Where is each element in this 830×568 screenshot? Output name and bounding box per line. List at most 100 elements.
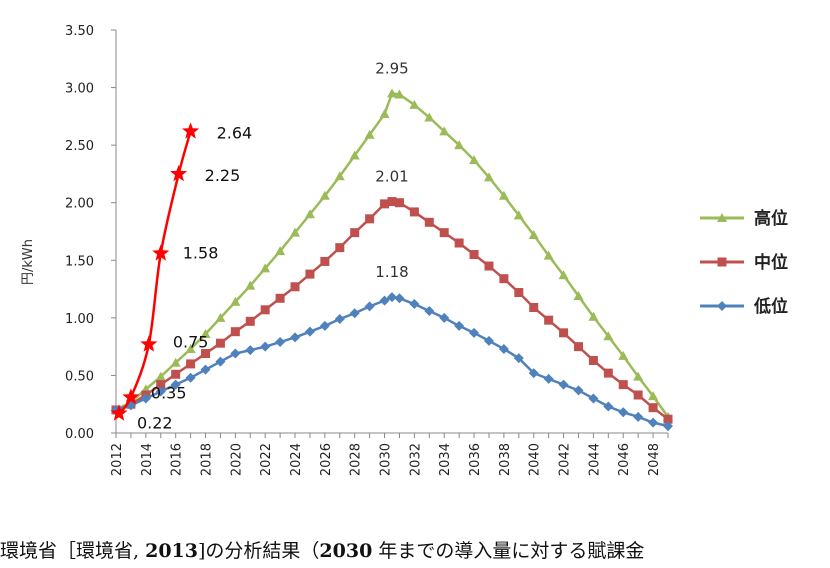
series-low-point <box>230 348 241 359</box>
series-high-point <box>648 391 659 401</box>
legend-high: 高位 <box>700 208 788 229</box>
caption-part3: 年までの導入量に対する賦課金 <box>372 540 645 562</box>
series-mid-point <box>603 368 613 378</box>
series-mid-point <box>290 282 300 292</box>
series-actual-label: 0.75 <box>173 332 209 351</box>
series-high-point <box>319 190 330 200</box>
series-high-point <box>394 89 405 99</box>
x-tick-label: 2028 <box>349 443 364 476</box>
series-low-point <box>424 305 435 316</box>
series-low-point <box>633 411 644 422</box>
y-tick-label: 3.50 <box>65 24 94 39</box>
x-tick-label: 2014 <box>140 443 155 476</box>
series-low-point <box>469 327 480 338</box>
series-mid-point <box>663 414 673 424</box>
series-low-point <box>185 372 196 383</box>
caption-year2: 2030 <box>319 540 373 562</box>
series-high-point <box>275 246 286 256</box>
legend-low: 低位 <box>700 296 788 317</box>
series-high-point <box>260 263 271 273</box>
series-low-point <box>409 299 420 310</box>
series-high-point <box>633 371 644 381</box>
x-tick-label: 2044 <box>587 443 602 476</box>
series-low-point <box>155 386 166 397</box>
series-high-point <box>424 112 435 122</box>
series-high-point <box>304 209 315 219</box>
series-actual-label: 2.64 <box>217 123 253 142</box>
series-high-point <box>618 350 629 360</box>
series-mid-point <box>484 261 494 271</box>
y-tick-label: 1.00 <box>65 312 94 327</box>
series-actual <box>110 122 200 421</box>
series-high-point <box>290 227 301 237</box>
y-tick-label: 1.50 <box>65 254 94 269</box>
x-tick-label: 2016 <box>170 443 185 476</box>
series-mid-point <box>186 359 196 369</box>
series-high-point <box>170 357 181 367</box>
series-mid-point <box>648 403 658 413</box>
series-mid-point <box>559 328 569 338</box>
series-low-point <box>498 343 509 354</box>
x-tick-label: 2018 <box>200 443 215 476</box>
series-low-point <box>275 337 286 348</box>
series-low-point <box>394 293 405 304</box>
legend-high-label: 高位 <box>754 208 788 229</box>
series-mid-point <box>514 288 524 298</box>
series-high-point <box>543 250 554 260</box>
series-low-point <box>513 353 524 364</box>
series-low-point <box>349 308 360 319</box>
x-tick-label: 2036 <box>468 443 483 476</box>
series-mid-point <box>215 338 225 348</box>
caption-part2: ]の分析結果（ <box>197 540 320 562</box>
series-mid-point <box>320 256 330 266</box>
series-low-point <box>140 393 151 404</box>
y-tick-label: 2.50 <box>65 139 94 154</box>
series-mid <box>111 197 673 424</box>
x-tick-label: 2040 <box>528 443 543 476</box>
series-layer <box>110 88 673 432</box>
series-low-point <box>618 407 629 418</box>
x-tick-label: 2034 <box>438 443 453 476</box>
series-mid-point <box>245 316 255 326</box>
series-mid-point <box>633 390 643 400</box>
series-low-point <box>125 400 136 411</box>
series-low-point <box>200 364 211 375</box>
series-low-point <box>439 312 450 323</box>
x-tick-label: 2024 <box>289 443 304 476</box>
series-low-point <box>364 301 375 312</box>
series-actual-point <box>152 244 170 261</box>
x-tick-label: 2022 <box>259 443 274 476</box>
x-tick-label: 2032 <box>408 443 423 476</box>
series-low-point <box>648 417 659 428</box>
series-low-point <box>319 320 330 331</box>
series-mid-point <box>305 269 315 279</box>
chart: 0.00 0.50 1.00 1.50 2.00 2.50 3.00 3.50 2012 2014… <box>21 24 788 476</box>
x-tick-label: 2020 <box>229 443 244 476</box>
series-high-point <box>603 331 614 341</box>
series-actual-label: 2.25 <box>205 166 241 185</box>
series-high-point <box>379 109 390 119</box>
series-high-point <box>513 210 524 220</box>
series-high-point <box>230 296 241 306</box>
series-high-point <box>349 150 360 160</box>
series-low-point <box>304 326 315 337</box>
series-mid-point <box>439 228 449 238</box>
series-high-point <box>155 371 166 381</box>
series-mid-point <box>335 243 345 253</box>
series-mid-point <box>469 250 479 260</box>
y-tick-label: 2.00 <box>65 197 94 212</box>
caption-year: 2013 <box>145 540 198 562</box>
series-mid-point <box>171 369 181 379</box>
series-mid-point <box>454 238 464 248</box>
series-high-point <box>588 311 599 321</box>
series-high-point <box>387 88 397 98</box>
series-mid-point <box>499 274 509 284</box>
series-mid-point <box>544 315 554 325</box>
x-tick-label: 2030 <box>379 443 394 476</box>
series-high-point <box>528 229 539 239</box>
series-high-point <box>558 270 569 280</box>
legend-mid: 中位 <box>700 252 788 273</box>
series-mid-point <box>588 355 598 365</box>
series-mid-point <box>350 228 360 238</box>
x-tick-label: 2046 <box>617 443 632 476</box>
